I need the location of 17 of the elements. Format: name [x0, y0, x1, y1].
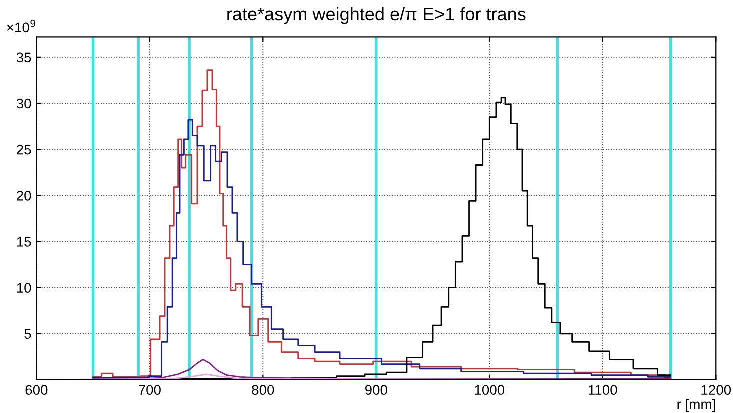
- x-tick-label: 1100: [589, 385, 618, 396]
- y-tick-label: 5: [24, 329, 32, 340]
- y-tick-label: 30: [16, 98, 32, 109]
- x-tick-label: 600: [26, 385, 48, 396]
- chart-title: rate*asym weighted e/π E>1 for trans: [228, 7, 526, 24]
- y-tick-label: 20: [17, 191, 32, 201]
- y-tick-label: 35: [16, 52, 32, 63]
- x-tick-label: 1200: [702, 385, 732, 396]
- x-tick-label: 900: [365, 385, 388, 396]
- x-tick-label: 700: [139, 385, 161, 396]
- x-axis-title: r [mm]: [678, 399, 716, 412]
- y-tick-label: 10: [17, 283, 32, 293]
- y-tick-label: 15: [17, 237, 32, 247]
- y-tick-label: 25: [17, 144, 32, 155]
- x-tick-label: 800: [252, 385, 274, 396]
- x-tick-label: 1000: [475, 385, 505, 396]
- text: ×10$^{9}$: [7, 20, 36, 33]
